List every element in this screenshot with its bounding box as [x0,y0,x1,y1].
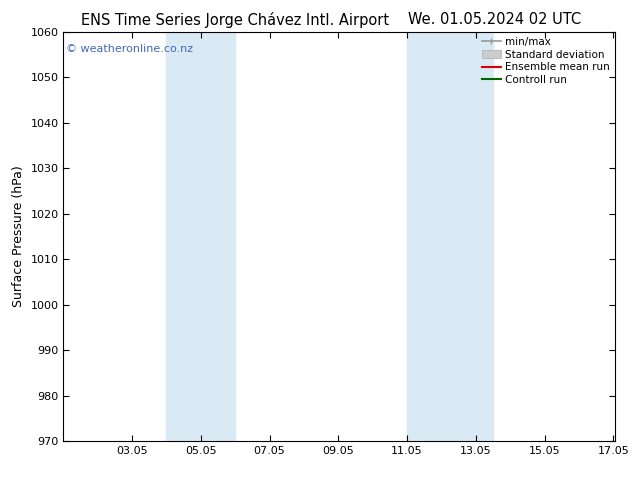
Y-axis label: Surface Pressure (hPa): Surface Pressure (hPa) [12,166,25,307]
Text: © weatheronline.co.nz: © weatheronline.co.nz [66,44,193,54]
Bar [407,32,493,441]
Legend: min/max, Standard deviation, Ensemble mean run, Controll run: min/max, Standard deviation, Ensemble me… [480,35,612,87]
Bar [167,32,235,441]
Text: We. 01.05.2024 02 UTC: We. 01.05.2024 02 UTC [408,12,581,27]
Text: ENS Time Series Jorge Chávez Intl. Airport: ENS Time Series Jorge Chávez Intl. Airpo… [81,12,389,28]
